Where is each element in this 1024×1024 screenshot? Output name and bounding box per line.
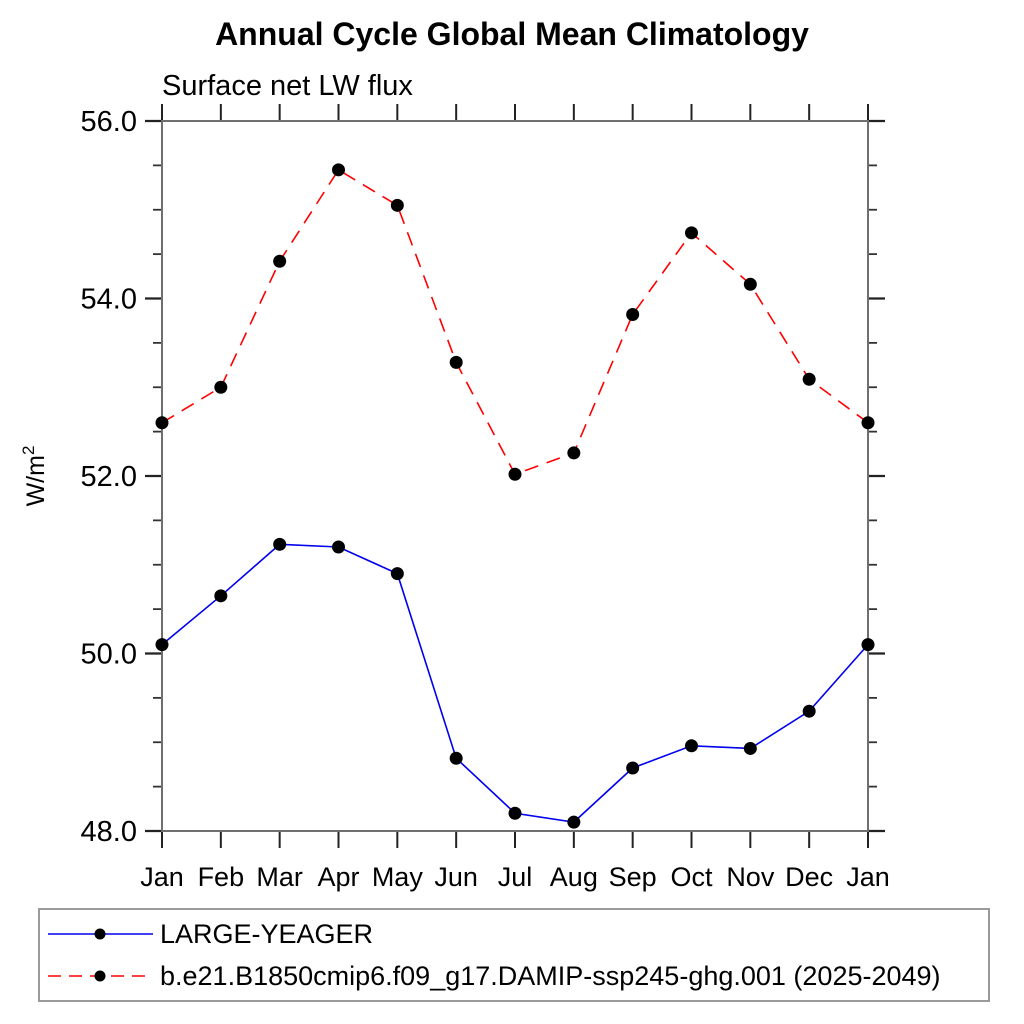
data-point-marker <box>449 355 463 369</box>
data-point-marker <box>390 198 404 212</box>
legend-label-large-yeager: LARGE-YEAGER <box>160 918 374 949</box>
x-tick-label: Feb <box>198 862 245 892</box>
data-point-marker <box>743 277 757 291</box>
data-point-marker <box>155 638 169 652</box>
legend-sample-marker <box>94 928 106 940</box>
data-point-marker <box>508 467 522 481</box>
data-point-marker <box>449 751 463 765</box>
x-tick-label: Jan <box>846 862 890 892</box>
legend-item-ghg-run: b.e21.B1850cmip6.f09_g17.DAMIP-ssp245-gh… <box>40 958 988 995</box>
legend-line-sample-solid <box>48 928 153 940</box>
y-tick-label: 50.0 <box>81 639 137 671</box>
plot-canvas: 48.0 50.0 52.0 54.0 56.0 Jan Feb Mar Apr May Jun Ju… <box>19 104 890 892</box>
data-point-marker <box>508 806 522 820</box>
data-point-marker <box>214 380 228 394</box>
data-point-marker <box>332 163 345 177</box>
x-tick-label: Sep <box>609 862 657 892</box>
legend-sample-marker <box>94 970 106 982</box>
x-tick-label: Apr <box>317 862 359 892</box>
y-tick-label: 54.0 <box>81 284 137 316</box>
y-tick-label: 56.0 <box>81 106 137 138</box>
data-point-marker <box>685 226 698 240</box>
legend-box: LARGE-YEAGER b.e21.B1850cmip6.f09_g17.DA… <box>38 908 990 1002</box>
y-tick-label: 52.0 <box>81 461 137 493</box>
data-point-marker <box>332 540 345 554</box>
data-point-marker <box>567 446 581 460</box>
data-point-marker <box>214 589 228 603</box>
x-tick-label: Nov <box>726 862 775 892</box>
x-tick-label: Aug <box>550 862 598 892</box>
data-point-marker <box>685 739 698 753</box>
data-point-marker <box>743 741 757 755</box>
data-point-marker <box>861 638 875 652</box>
data-point-marker <box>273 537 287 551</box>
plot-frame <box>161 120 869 832</box>
data-point-marker <box>802 372 816 386</box>
x-tick-label: Dec <box>785 862 833 892</box>
x-tick-label: Oct <box>670 862 713 892</box>
legend-line-sample-dashed <box>48 970 153 982</box>
x-tick-label: Jan <box>140 862 184 892</box>
chart-subtitle: Surface net LW flux <box>162 70 413 102</box>
legend-label-ghg-run: b.e21.B1850cmip6.f09_g17.DAMIP-ssp245-gh… <box>160 960 941 991</box>
y-axis-title: W/m2 <box>19 446 50 507</box>
data-point-marker <box>802 704 816 718</box>
x-tick-label: Mar <box>256 862 303 892</box>
data-point-marker <box>567 815 581 829</box>
x-tick-label: Jun <box>434 862 478 892</box>
x-tick-label: May <box>372 862 424 892</box>
series-line-large-yeager <box>161 543 869 823</box>
legend-item-large-yeager: LARGE-YEAGER <box>40 916 988 953</box>
data-point-marker <box>390 567 404 581</box>
data-point-marker <box>626 307 640 321</box>
data-point-marker <box>861 416 875 430</box>
chart-title: Annual Cycle Global Mean Climatology <box>215 16 809 52</box>
data-point-marker <box>155 416 169 430</box>
y-tick-label: 48.0 <box>81 816 137 848</box>
x-tick-label: Jul <box>498 862 533 892</box>
data-point-marker <box>626 761 640 775</box>
series-line-ghg-run <box>161 168 869 476</box>
data-point-marker <box>273 254 287 268</box>
